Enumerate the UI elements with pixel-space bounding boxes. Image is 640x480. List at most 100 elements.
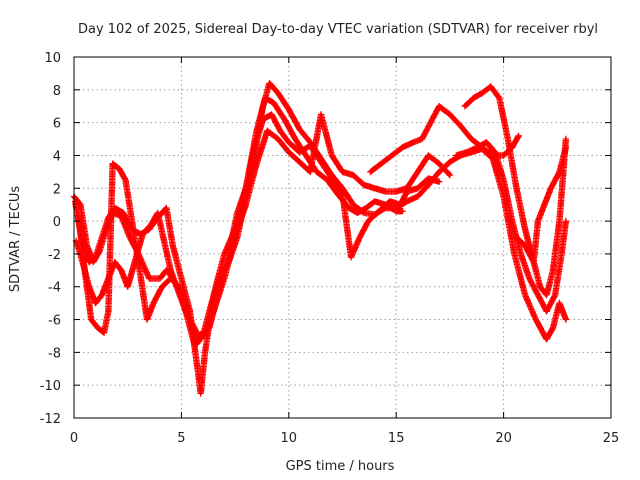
data-point [160, 285, 164, 288]
data-point [87, 260, 91, 264]
x-axis-label: GPS time / hours [286, 459, 395, 474]
data-point [472, 96, 475, 100]
data-point [158, 277, 162, 280]
data-point [438, 162, 441, 165]
data-point [77, 215, 80, 218]
data-point [186, 318, 189, 321]
data-point [523, 228, 527, 231]
data-point [180, 277, 183, 280]
data-point [412, 141, 415, 144]
data-point [448, 160, 452, 164]
x-tick-label: 20 [495, 431, 512, 446]
data-point [558, 170, 561, 174]
data-point [113, 260, 117, 264]
data-point [94, 256, 97, 259]
data-point [420, 137, 424, 141]
y-tick-label: -10 [40, 379, 61, 394]
y-tick-label: -6 [48, 314, 61, 329]
data-point [498, 96, 501, 100]
data-point [523, 244, 527, 247]
data-point [538, 285, 542, 288]
x-tick-labels: 0 5 10 15 20 25 [70, 431, 619, 446]
y-tick-label: 4 [53, 149, 61, 164]
data-point [193, 343, 196, 346]
y-tick-label: -2 [48, 248, 61, 263]
data-point [130, 219, 134, 223]
data-point [266, 129, 269, 132]
data-point [152, 301, 155, 305]
data-point [558, 219, 561, 223]
data-point [102, 331, 106, 334]
data-point [309, 170, 312, 174]
data-point [330, 177, 333, 180]
data-point [465, 151, 469, 154]
x-tick-label: 25 [603, 431, 620, 446]
plot-frame [73, 56, 612, 419]
chart-title: Day 102 of 2025, Sidereal Day-to-day VTE… [78, 22, 598, 37]
data-point [564, 137, 568, 141]
data-point [326, 178, 329, 182]
tick-marks [73, 56, 612, 419]
data-point [489, 85, 492, 88]
data-layer [70, 80, 570, 397]
data-point [165, 206, 168, 210]
data-point [480, 91, 484, 95]
data-point [429, 121, 432, 124]
data-point [117, 167, 121, 170]
data-point [171, 244, 174, 247]
data-point [124, 178, 127, 182]
data-point [427, 177, 430, 180]
y-tick-label: 2 [53, 182, 61, 197]
data-point [438, 170, 441, 174]
grid-lines [74, 57, 611, 418]
data-point [416, 195, 419, 198]
data-point [195, 359, 198, 362]
data-point [165, 269, 168, 272]
data-point [476, 146, 479, 149]
data-point [551, 269, 555, 272]
data-point [395, 210, 398, 213]
series-track-5 [367, 103, 522, 176]
data-point [169, 277, 172, 280]
data-point [384, 190, 387, 193]
y-tick-label: 8 [53, 84, 61, 99]
data-point [560, 252, 563, 256]
data-point [236, 211, 239, 215]
x-tick-label: 10 [281, 431, 298, 446]
data-point [315, 170, 318, 174]
data-point [545, 293, 548, 297]
data-point [515, 236, 518, 239]
data-point [564, 146, 568, 149]
data-point [276, 137, 280, 141]
data-point [511, 219, 514, 223]
data-point [364, 206, 368, 210]
data-point [448, 173, 452, 177]
data-point [536, 293, 540, 297]
data-point [120, 269, 123, 272]
data-point [564, 318, 568, 321]
data-point [309, 144, 312, 147]
data-point [401, 146, 404, 149]
data-point [203, 351, 207, 354]
data-point [94, 301, 97, 305]
data-point [304, 154, 308, 157]
data-point [399, 203, 402, 206]
data-point [470, 137, 473, 141]
data-point [543, 203, 546, 206]
y-tick-label: -12 [40, 412, 61, 427]
y-tick-label: -4 [48, 281, 61, 296]
y-axis-label: SDTVAR / TECUs [8, 186, 23, 293]
data-point [341, 187, 344, 190]
data-point [341, 193, 344, 196]
data-point [416, 187, 419, 190]
data-point [349, 256, 353, 259]
data-point [517, 134, 520, 137]
data-point [212, 310, 215, 313]
data-point [448, 113, 452, 116]
data-point [515, 187, 518, 190]
data-point [401, 210, 404, 213]
data-point [233, 236, 237, 239]
data-point [79, 203, 82, 206]
data-point [279, 129, 282, 132]
